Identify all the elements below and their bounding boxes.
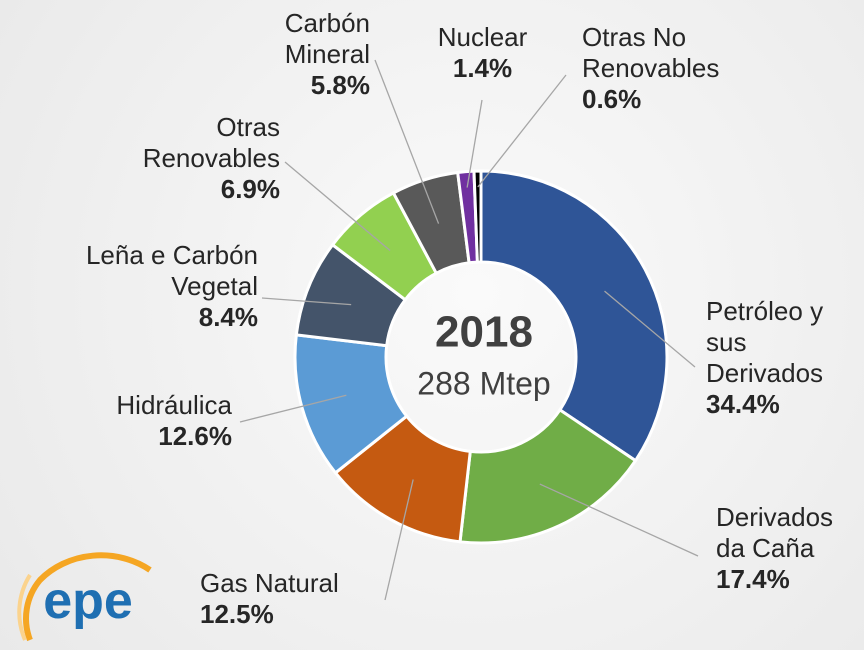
- category-label: Carbón Mineral: [284, 8, 370, 69]
- slice-label: Petróleo y sus Derivados 34.4%: [706, 296, 856, 420]
- leader-line: [374, 59, 440, 224]
- leader-line: [604, 290, 696, 368]
- leader-line: [477, 74, 567, 188]
- leader-line: [466, 99, 483, 188]
- center-title: 2018: [435, 308, 533, 357]
- value-label: 6.9%: [220, 174, 280, 204]
- category-label: Nuclear: [437, 22, 528, 52]
- logo-text: epe: [43, 572, 133, 630]
- leader-line: [284, 161, 391, 252]
- value-label: 1.4%: [452, 53, 513, 83]
- slice-label: Hidráulica 12.6%: [50, 390, 232, 452]
- slice-label: Derivados da Caña 17.4%: [716, 502, 864, 595]
- logo: epe: [17, 552, 152, 642]
- value-label: 8.4%: [198, 302, 258, 332]
- slice-label: Carbón Mineral 5.8%: [230, 8, 370, 101]
- leader-line: [384, 479, 414, 601]
- slice-label: Nuclear 1.4%: [420, 22, 545, 84]
- logo-arc: [23, 552, 152, 642]
- slice-label: Otras No Renovables 0.6%: [582, 22, 757, 115]
- value-label: 12.5%: [200, 599, 274, 629]
- value-label: 34.4%: [706, 389, 780, 419]
- category-label: Gas Natural: [200, 568, 339, 598]
- logo-arc: [17, 573, 32, 641]
- slice-label: Gas Natural 12.5%: [200, 568, 380, 630]
- category-label: Derivados da Caña: [716, 502, 834, 563]
- category-label: Petróleo y sus Derivados: [706, 296, 824, 388]
- slice-label: Leña e Carbón Vegetal 8.4%: [20, 240, 258, 333]
- category-label: Leña e Carbón Vegetal: [85, 240, 258, 301]
- slice: [472, 169, 483, 264]
- slice: [479, 169, 669, 463]
- center-subtitle: 288 Mtep: [417, 365, 550, 401]
- slice-label: Otras Renovables 6.9%: [120, 112, 280, 205]
- category-label: Otras Renovables: [142, 112, 280, 173]
- leader-line: [239, 394, 347, 423]
- category-label: Otras No Renovables: [582, 22, 720, 83]
- leader-line: [539, 483, 699, 557]
- value-label: 0.6%: [582, 84, 642, 114]
- slice: [458, 407, 638, 545]
- value-label: 17.4%: [716, 564, 790, 594]
- value-label: 5.8%: [310, 70, 370, 100]
- value-label: 12.6%: [158, 421, 232, 451]
- leader-line: [261, 297, 352, 306]
- category-label: Hidráulica: [116, 390, 232, 420]
